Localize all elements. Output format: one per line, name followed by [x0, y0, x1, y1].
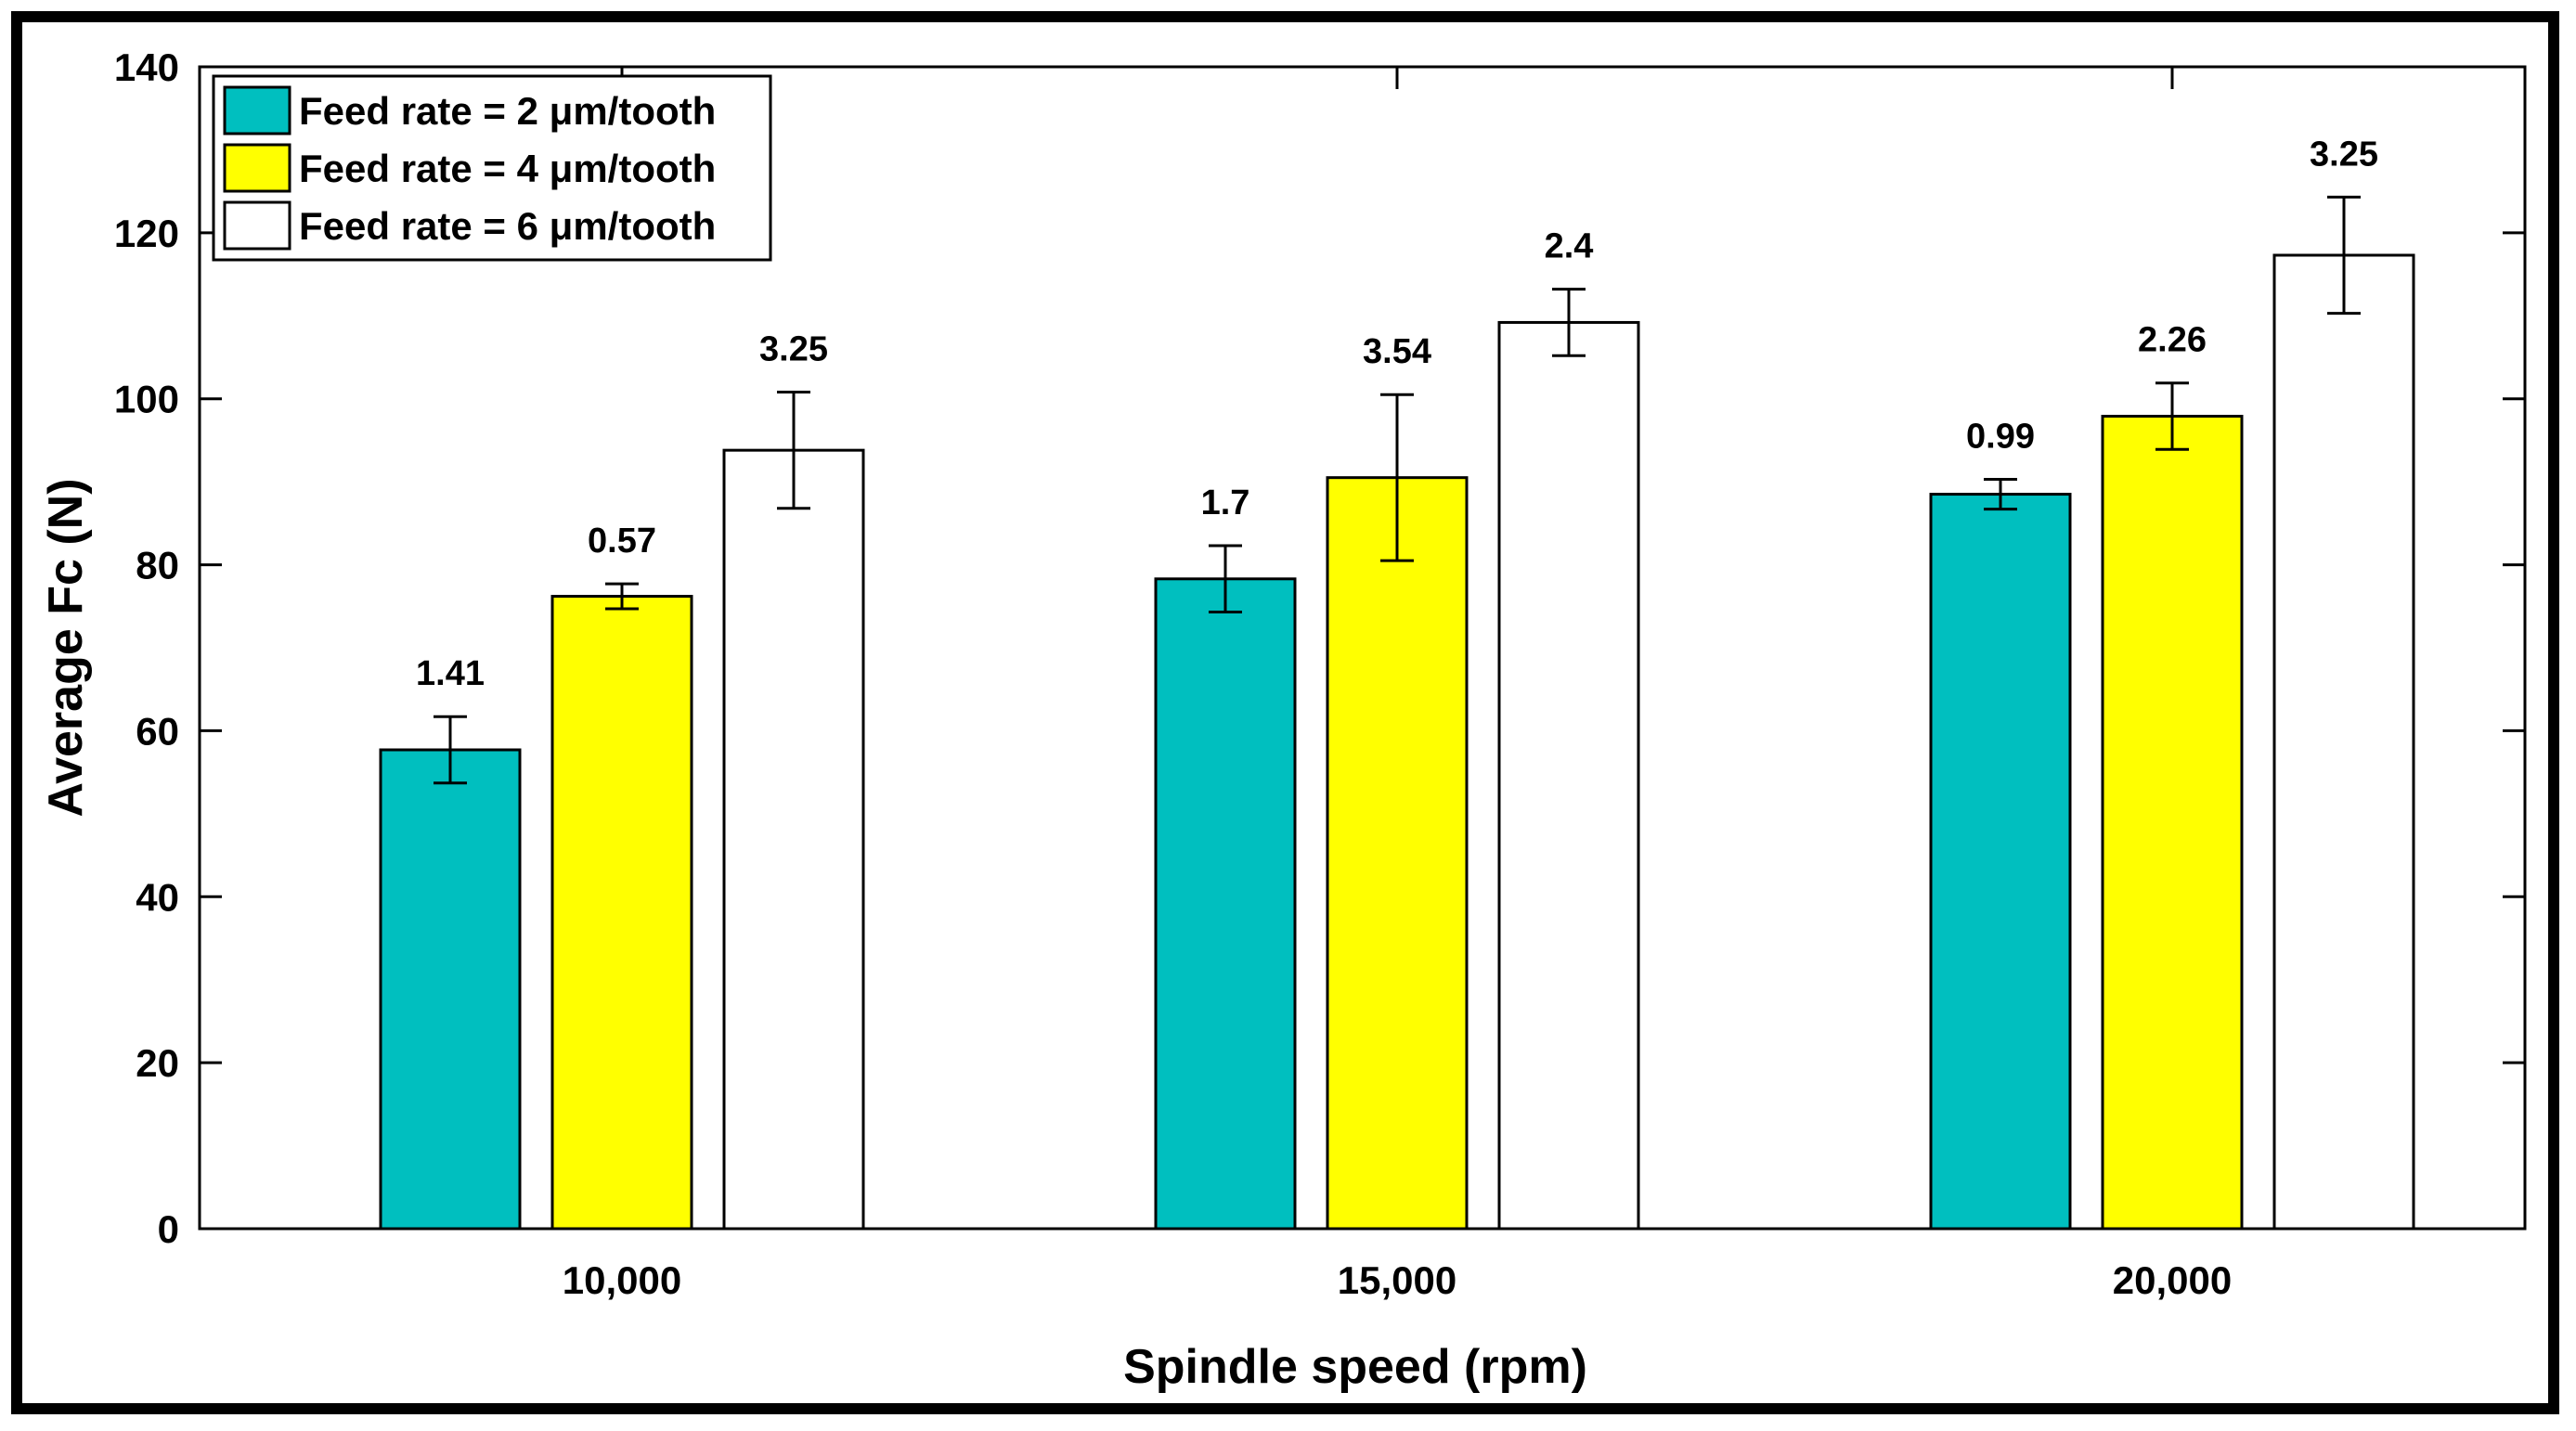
legend: Feed rate = 2 μm/tooth Feed rate = 4 μm/t…: [212, 74, 772, 262]
x-tick-label: 20,000: [2113, 1258, 2232, 1302]
y-tick-label: 140: [114, 45, 179, 89]
y-tick-label: 40: [136, 875, 179, 919]
data-label: 0.57: [588, 522, 656, 561]
y-tick-label: 60: [136, 709, 179, 753]
legend-entry: Feed rate = 2 μm/tooth: [299, 89, 716, 133]
legend-swatch: [223, 200, 291, 251]
y-tick-label: 20: [136, 1041, 179, 1085]
data-label: 1.41: [416, 654, 485, 693]
x-tick-label: 10,000: [563, 1258, 681, 1302]
bar: [1497, 320, 1640, 1231]
legend-entry: Feed rate = 4 μm/tooth: [299, 147, 716, 190]
y-tick-label: 0: [158, 1207, 179, 1251]
bar: [1326, 476, 1469, 1231]
data-label: 3.25: [2310, 135, 2378, 174]
legend-swatch: [223, 85, 291, 135]
data-label: 2.26: [2138, 321, 2207, 360]
x-tick-label: 15,000: [1338, 1258, 1456, 1302]
bar: [1929, 493, 2072, 1231]
bar: [550, 595, 693, 1231]
legend-entry: Feed rate = 6 μm/tooth: [299, 204, 716, 248]
data-label: 1.7: [1201, 483, 1250, 522]
legend-box: [212, 74, 772, 262]
y-axis-title: Average Fc (N): [39, 478, 93, 817]
y-tick-label: 120: [114, 212, 179, 255]
bar: [722, 448, 865, 1231]
y-tick-label: 80: [136, 544, 179, 587]
data-label: 3.25: [759, 330, 828, 369]
bar: [2272, 253, 2415, 1231]
bar: [2101, 414, 2244, 1231]
legend-swatch: [223, 143, 291, 193]
bar: [1154, 577, 1297, 1231]
data-label: 2.4: [1545, 227, 1594, 266]
bar: [379, 748, 522, 1231]
data-label: 3.54: [1363, 332, 1431, 371]
y-tick-label: 100: [114, 378, 179, 421]
x-axis-title: Spindle speed (rpm): [1123, 1340, 1587, 1394]
data-label: 0.99: [1966, 417, 2035, 456]
